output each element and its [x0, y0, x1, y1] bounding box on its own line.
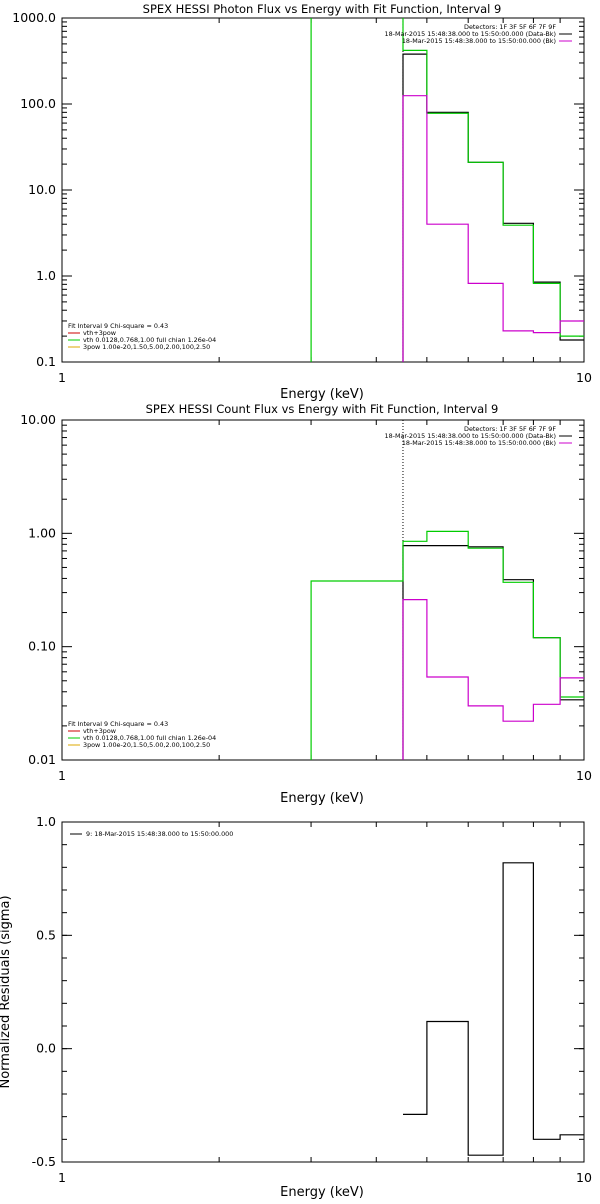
tick-labels: -0.5 0.0 0.5 1.0 1 10: [32, 814, 592, 1185]
header-line: 18-Mar-2015 15:48:38.000 to 15:50:00.000…: [385, 432, 556, 440]
x-axis-label: Energy (keV): [280, 1185, 364, 1200]
histogram-series: [402, 95, 584, 362]
x-tick-label: 1: [58, 1170, 66, 1185]
chart-title: SPEX HESSI Photon Flux vs Energy with Fi…: [143, 2, 502, 16]
tick-marks: [62, 419, 584, 761]
detector-header: Detectors: 1F 3F 5F 6F 7F 9F18-Mar-2015 …: [385, 425, 572, 447]
legend-line: Fit Interval 9 Chi-square = 0.43: [68, 720, 168, 728]
x-axis-label: Energy (keV): [280, 387, 364, 402]
series-layer: [310, 18, 584, 362]
series-layer: [310, 420, 584, 760]
y-tick-label: 0.01: [28, 752, 56, 767]
tick-labels: 0.1 1.0 10.0 100.0 1000.0 1 10: [12, 10, 592, 385]
header-line: Detectors: 1F 3F 5F 6F 7F 9F: [464, 425, 556, 433]
residuals-panel: -0.5 0.0 0.5 1.0 1 10 9: 18-Mar-2015 15:48:38…: [0, 814, 592, 1200]
legend-line: Fit Interval 9 Chi-square = 0.43: [68, 322, 168, 330]
series-layer: [403, 862, 584, 1156]
x-tick-label: 10: [576, 1170, 592, 1185]
y-tick-label: -0.5: [32, 1154, 56, 1169]
histogram-series: [402, 53, 584, 362]
histogram-series: [402, 598, 584, 760]
legend-line: vth 0.0128,0.768,1.00 full chian 1.26e-0…: [83, 336, 216, 344]
header-line: 18-Mar-2015 15:48:38.000 to 15:50:00.000…: [402, 439, 556, 447]
legend-line: vth 0.0128,0.768,1.00 full chian 1.26e-0…: [83, 734, 216, 742]
interval-legend: 9: 18-Mar-2015 15:48:38.000 to 15:50:00.…: [70, 830, 233, 838]
y-axis-label: Normalized Residuals (sigma): [0, 895, 13, 1088]
detector-header: Detectors: 1F 3F 5F 6F 7F 9F18-Mar-2015 …: [385, 23, 572, 45]
y-tick-label: 1.0: [36, 814, 56, 829]
plot-frame: [61, 821, 585, 1163]
y-tick-label: 10.0: [28, 182, 56, 197]
y-tick-label: 0.0: [36, 1041, 56, 1056]
histogram-series: [403, 862, 584, 1156]
y-tick-label: 1.00: [28, 525, 56, 540]
x-tick-label: 1: [58, 370, 66, 385]
legend-entry: 9: 18-Mar-2015 15:48:38.000 to 15:50:00.…: [86, 830, 233, 838]
header-line: Detectors: 1F 3F 5F 6F 7F 9F: [464, 23, 556, 31]
legend-line: vth+3pow: [83, 329, 116, 337]
legend-line: vth+3pow: [83, 727, 116, 735]
legend-line: 3pow 1.00e-20,1.50,5.00,2.00,100,2.50: [83, 343, 210, 351]
x-tick-label: 10: [576, 370, 592, 385]
header-line: 18-Mar-2015 15:48:38.000 to 15:50:00.000…: [385, 30, 556, 38]
fit-legend: Fit Interval 9 Chi-square = 0.43vth+3pow…: [68, 720, 216, 749]
y-tick-label: 0.5: [36, 927, 56, 942]
header-line: 18-Mar-2015 15:48:38.000 to 15:50:00.000…: [402, 37, 556, 45]
fit-legend: Fit Interval 9 Chi-square = 0.43vth+3pow…: [68, 322, 216, 351]
chart-title: SPEX HESSI Count Flux vs Energy with Fit…: [146, 402, 499, 416]
plot-frame: [61, 419, 585, 761]
x-tick-label: 10: [576, 768, 592, 783]
y-tick-label: 1.0: [36, 268, 56, 283]
y-tick-label: 100.0: [20, 96, 56, 111]
tick-marks: [62, 17, 584, 363]
y-tick-label: 1000.0: [12, 10, 56, 25]
plot-frame: [61, 17, 585, 363]
legend-line: 3pow 1.00e-20,1.50,5.00,2.00,100,2.50: [83, 741, 210, 749]
y-tick-label: 10.00: [20, 412, 56, 427]
tick-labels: 0.01 0.10 1.00 10.00 1 10: [20, 412, 592, 783]
y-tick-label: 0.1: [36, 354, 56, 369]
histogram-series: [310, 18, 584, 362]
photon-flux-panel: SPEX HESSI Photon Flux vs Energy with Fi…: [12, 2, 592, 402]
y-tick-label: 0.10: [28, 639, 56, 654]
count-flux-panel: SPEX HESSI Count Flux vs Energy with Fit…: [20, 402, 592, 806]
tick-marks: [62, 821, 584, 1163]
histogram-series: [402, 544, 584, 760]
histogram-series: [310, 530, 584, 760]
x-tick-label: 1: [58, 768, 66, 783]
x-axis-label: Energy (keV): [280, 791, 364, 806]
